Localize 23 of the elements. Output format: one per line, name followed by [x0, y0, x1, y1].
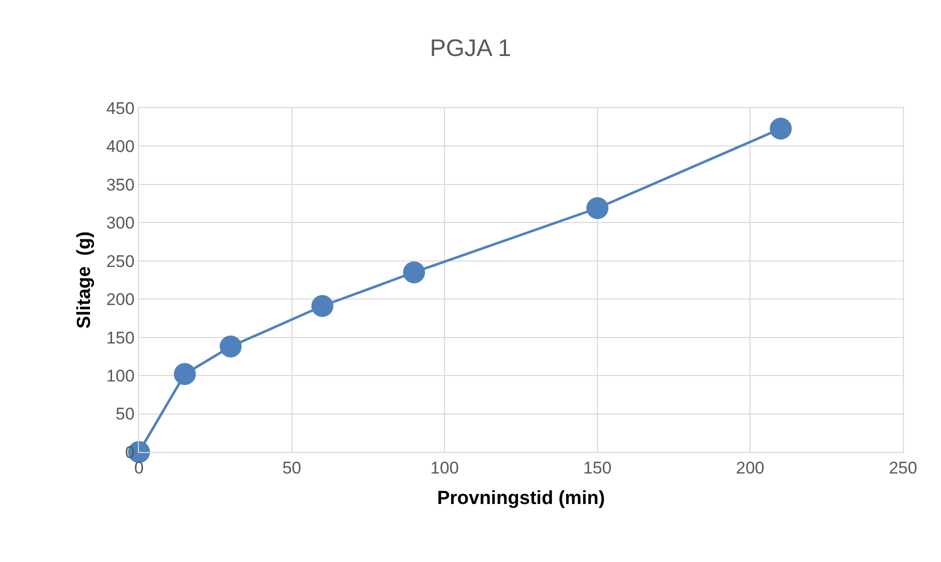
x-tick-label: 50: [282, 458, 302, 478]
y-axis-title: Slitage (g): [74, 231, 96, 329]
y-tick-label: 300: [106, 214, 135, 233]
y-tick-label: 150: [106, 328, 135, 348]
point: [403, 261, 426, 284]
y-tick-label: 400: [106, 137, 135, 156]
x-axis-title: Provningstid (min): [437, 488, 605, 510]
y-tick-label: 50: [116, 404, 135, 424]
x-tick-label: 250: [888, 458, 918, 478]
x-tick-label: 100: [430, 458, 459, 478]
y-tick-label: 250: [106, 252, 135, 271]
point: [586, 197, 608, 220]
point: [770, 118, 792, 140]
y-tick-label: 450: [106, 98, 135, 118]
y-tick-label: 350: [106, 175, 135, 194]
x-tick-label: 150: [583, 458, 612, 478]
y-tick-label: 100: [106, 366, 135, 386]
chart-title: PGJA 1: [430, 35, 512, 62]
x-tick-label: 200: [736, 458, 764, 478]
y-tick-label: 200: [106, 290, 135, 310]
point: [174, 363, 196, 386]
point: [311, 294, 334, 317]
point: [220, 336, 242, 358]
